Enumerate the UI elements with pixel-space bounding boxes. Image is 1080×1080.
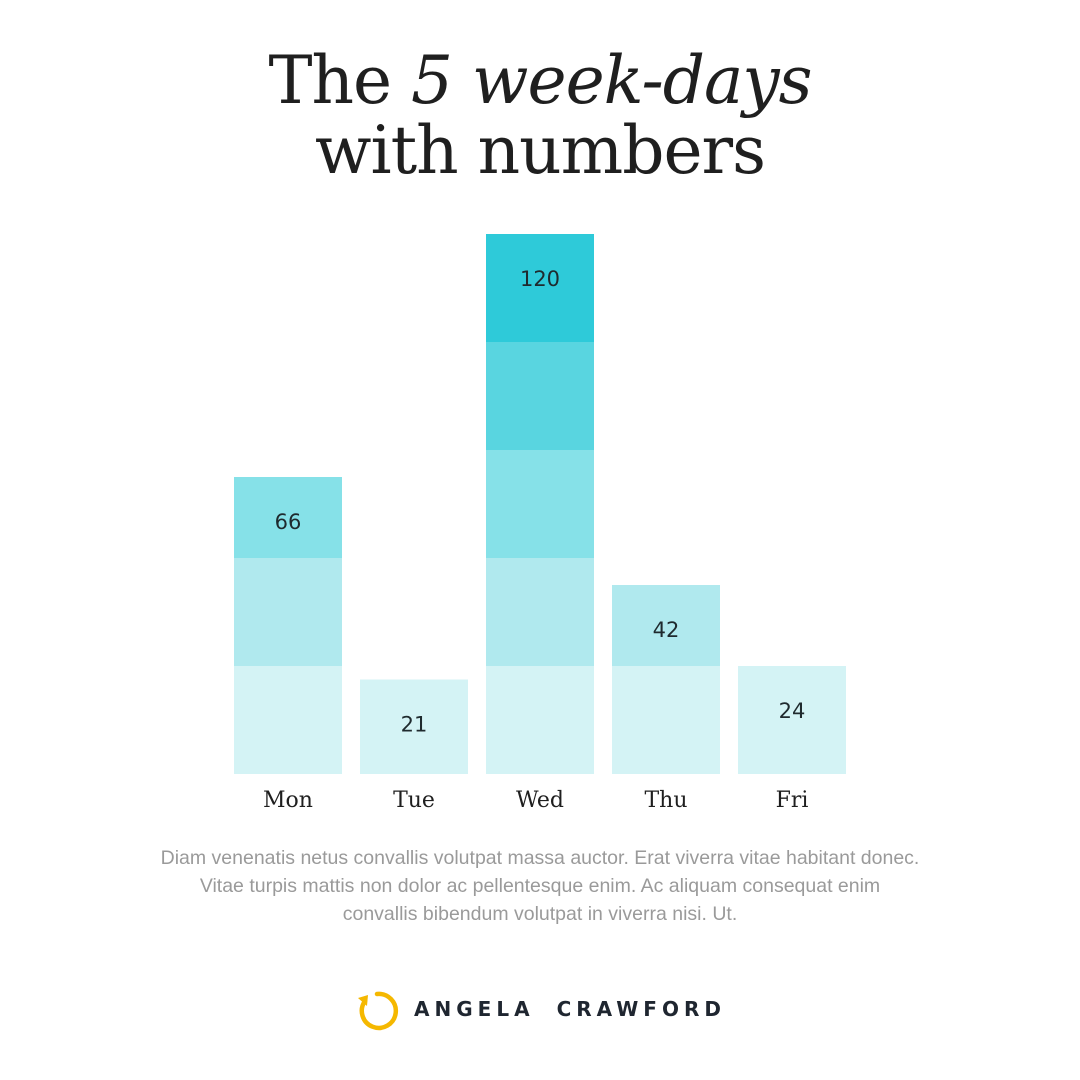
bar-segment bbox=[738, 666, 846, 774]
x-tick-thu: Thu bbox=[644, 788, 687, 813]
title-emphasis: 5 week-days bbox=[411, 42, 812, 119]
bar-fri bbox=[738, 666, 846, 774]
data-label-tue: 21 bbox=[401, 713, 428, 737]
bar-segment bbox=[612, 585, 720, 666]
data-label-fri: 24 bbox=[779, 699, 806, 723]
x-tick-tue: Tue bbox=[393, 788, 435, 813]
bar-tue bbox=[360, 679, 468, 774]
data-label-mon: 66 bbox=[275, 510, 302, 534]
brand-footer: ANGELA CRAWFORD bbox=[0, 986, 1080, 1032]
data-label-wed: 120 bbox=[520, 267, 560, 291]
bar-chart: 66 Mon 21 Tue 120 Wed 42 Thu 24 Fri bbox=[234, 234, 846, 813]
title-prefix: The bbox=[268, 42, 412, 119]
bar-segment bbox=[612, 666, 720, 774]
x-tick-fri: Fri bbox=[776, 788, 809, 813]
bar-segment bbox=[486, 342, 594, 450]
title-line-2: with numbers bbox=[315, 112, 766, 189]
bar-segment bbox=[234, 477, 342, 558]
brand-last-name: CRAWFORD bbox=[556, 997, 726, 1021]
bar-wed bbox=[486, 234, 594, 774]
bar-segment bbox=[486, 234, 594, 342]
chart-title: The 5 week-days with numbers bbox=[0, 46, 1080, 186]
bar-segment bbox=[234, 558, 342, 666]
bar-segment bbox=[486, 558, 594, 666]
x-tick-mon: Mon bbox=[263, 788, 313, 813]
bar-segment bbox=[360, 679, 468, 774]
bar-segment bbox=[234, 666, 342, 774]
brand-first-name: ANGELA bbox=[414, 997, 535, 1021]
bar-thu bbox=[612, 585, 720, 774]
bar-segment bbox=[486, 450, 594, 558]
x-tick-wed: Wed bbox=[516, 788, 564, 813]
brand-name: ANGELA CRAWFORD bbox=[414, 997, 726, 1021]
circular-arrow-icon bbox=[358, 991, 399, 1031]
bar-segment bbox=[486, 666, 594, 774]
caption-text: Diam venenatis netus convallis volutpat … bbox=[160, 847, 920, 925]
title-line-1: The 5 week-days bbox=[0, 46, 1080, 116]
data-label-thu: 42 bbox=[653, 618, 680, 642]
bar-mon bbox=[234, 477, 342, 774]
